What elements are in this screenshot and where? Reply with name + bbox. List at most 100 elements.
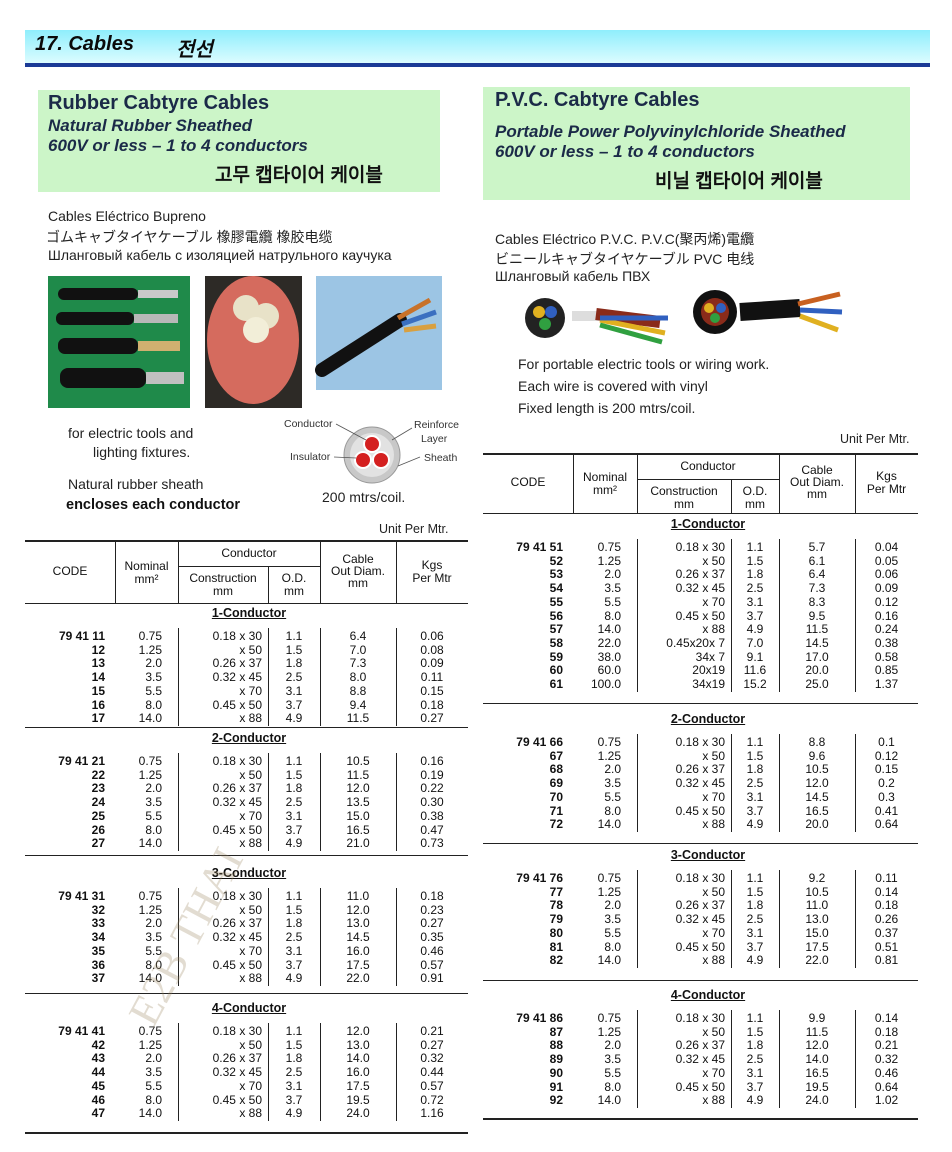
- cell: 11.0: [805, 898, 829, 913]
- rule: [25, 993, 468, 994]
- code: 80: [549, 925, 563, 940]
- column-header: mm: [745, 497, 765, 511]
- cell: x 88: [239, 711, 262, 726]
- code: 15: [91, 683, 105, 698]
- cell: 0.41: [874, 803, 899, 818]
- cell: 0.18 x 30: [675, 540, 725, 554]
- cell: 9.6: [808, 748, 826, 763]
- cell: 2.5: [746, 912, 764, 927]
- cell: x 50: [239, 1037, 262, 1052]
- rule: [25, 540, 468, 542]
- rule: [178, 566, 320, 567]
- cell: 1.5: [285, 1037, 303, 1052]
- cell: 6.1: [808, 553, 826, 568]
- cell: 5.5: [604, 1065, 621, 1080]
- cell: 60.0: [597, 663, 621, 678]
- description: encloses each conductor: [66, 497, 241, 513]
- section-korean: 고무 캡타이어 케이블: [215, 165, 383, 186]
- rule: [483, 513, 918, 515]
- cell: 17.5: [346, 957, 370, 972]
- cell: 1.8: [746, 898, 764, 913]
- code: 27: [91, 836, 105, 851]
- code: 22: [91, 767, 105, 782]
- cell: 1.8: [746, 1038, 764, 1053]
- column-header: Construction: [650, 484, 718, 498]
- rule: [731, 870, 732, 968]
- cell: 14.0: [138, 711, 162, 726]
- cell: 0.72: [420, 1092, 444, 1107]
- cell: 2.5: [285, 670, 303, 685]
- cell: 3.5: [604, 912, 621, 927]
- rule: [779, 453, 780, 513]
- rule: [637, 870, 638, 968]
- code: 82: [549, 953, 563, 968]
- rule: [178, 753, 179, 851]
- cell: 0.24: [874, 622, 899, 637]
- cell: 0.18 x 30: [212, 754, 262, 768]
- cell: 13.0: [805, 912, 829, 927]
- cell: 0.18 x 30: [212, 889, 262, 903]
- column-header: Kgs: [421, 557, 443, 572]
- cell: 0.04: [874, 540, 899, 554]
- cell: 3.7: [746, 803, 764, 818]
- cell: 17.0: [805, 649, 829, 664]
- cell: 0.38: [420, 808, 444, 823]
- cell: 10.5: [805, 762, 829, 777]
- column-header: Out Diam.: [330, 563, 386, 578]
- cell: 0.75: [597, 1011, 621, 1025]
- cell: 8.3: [808, 594, 826, 609]
- diagram-label: Conductor: [284, 418, 333, 430]
- rule: [396, 1023, 397, 1121]
- cell: x 88: [702, 622, 725, 637]
- cell: x 70: [702, 594, 725, 609]
- code: 79 41 31: [58, 889, 105, 903]
- cell: 3.5: [604, 1052, 621, 1067]
- cell: 8.0: [145, 1092, 162, 1107]
- cell: 1.1: [746, 1011, 764, 1025]
- cell: 0.57: [420, 1078, 444, 1093]
- cell: 1.1: [746, 871, 764, 885]
- code: 34: [91, 930, 105, 945]
- rule: [320, 540, 321, 603]
- cell: 0.32: [420, 1051, 444, 1066]
- rule: [178, 1023, 179, 1121]
- cell: 1.5: [746, 884, 764, 899]
- column-header: mm: [284, 584, 304, 598]
- cell: x 50: [702, 884, 725, 899]
- cell: 7.0: [746, 635, 764, 650]
- rule: [855, 1010, 856, 1108]
- cell: x 88: [239, 971, 262, 986]
- cell: 1.37: [874, 677, 899, 691]
- column-header: Out Diam.: [789, 475, 845, 489]
- cell: 5.5: [145, 943, 162, 958]
- rule: [268, 628, 269, 726]
- cell: 0.27: [420, 1037, 444, 1052]
- rule: [25, 727, 468, 728]
- cell: 1.1: [285, 1024, 303, 1038]
- cell: 15.0: [805, 925, 829, 940]
- cell: 11.5: [805, 622, 829, 637]
- cell: 19.5: [346, 1092, 370, 1107]
- column-header: O.D.: [281, 571, 307, 585]
- description: Fixed length is 200 mtrs/coil.: [518, 400, 696, 416]
- cell: 4.9: [285, 1106, 303, 1121]
- cell: 0.26 x 37: [675, 1038, 725, 1053]
- rule: [637, 734, 638, 832]
- cell: 0.18 x 30: [675, 735, 725, 749]
- cell: 0.15: [420, 683, 444, 698]
- spec-table: CODE Nominal mm² Conductor Construction mm O.D…: [25, 540, 468, 1134]
- cell: 0.18: [420, 889, 444, 903]
- cell: 1.25: [597, 748, 621, 763]
- cell: 0.45 x 50: [675, 803, 725, 818]
- cell: 2.5: [746, 1052, 764, 1067]
- cell: 1.25: [138, 642, 162, 657]
- code: 79: [549, 912, 563, 927]
- cell: 0.14: [874, 1011, 899, 1025]
- cell: x 50: [239, 642, 262, 657]
- cell: 2.0: [145, 916, 162, 931]
- cell: 0.27: [420, 711, 444, 726]
- column-header: mm: [213, 584, 233, 598]
- rule: [25, 603, 468, 605]
- cell: 2.0: [604, 762, 621, 777]
- cell: 3.1: [746, 925, 764, 940]
